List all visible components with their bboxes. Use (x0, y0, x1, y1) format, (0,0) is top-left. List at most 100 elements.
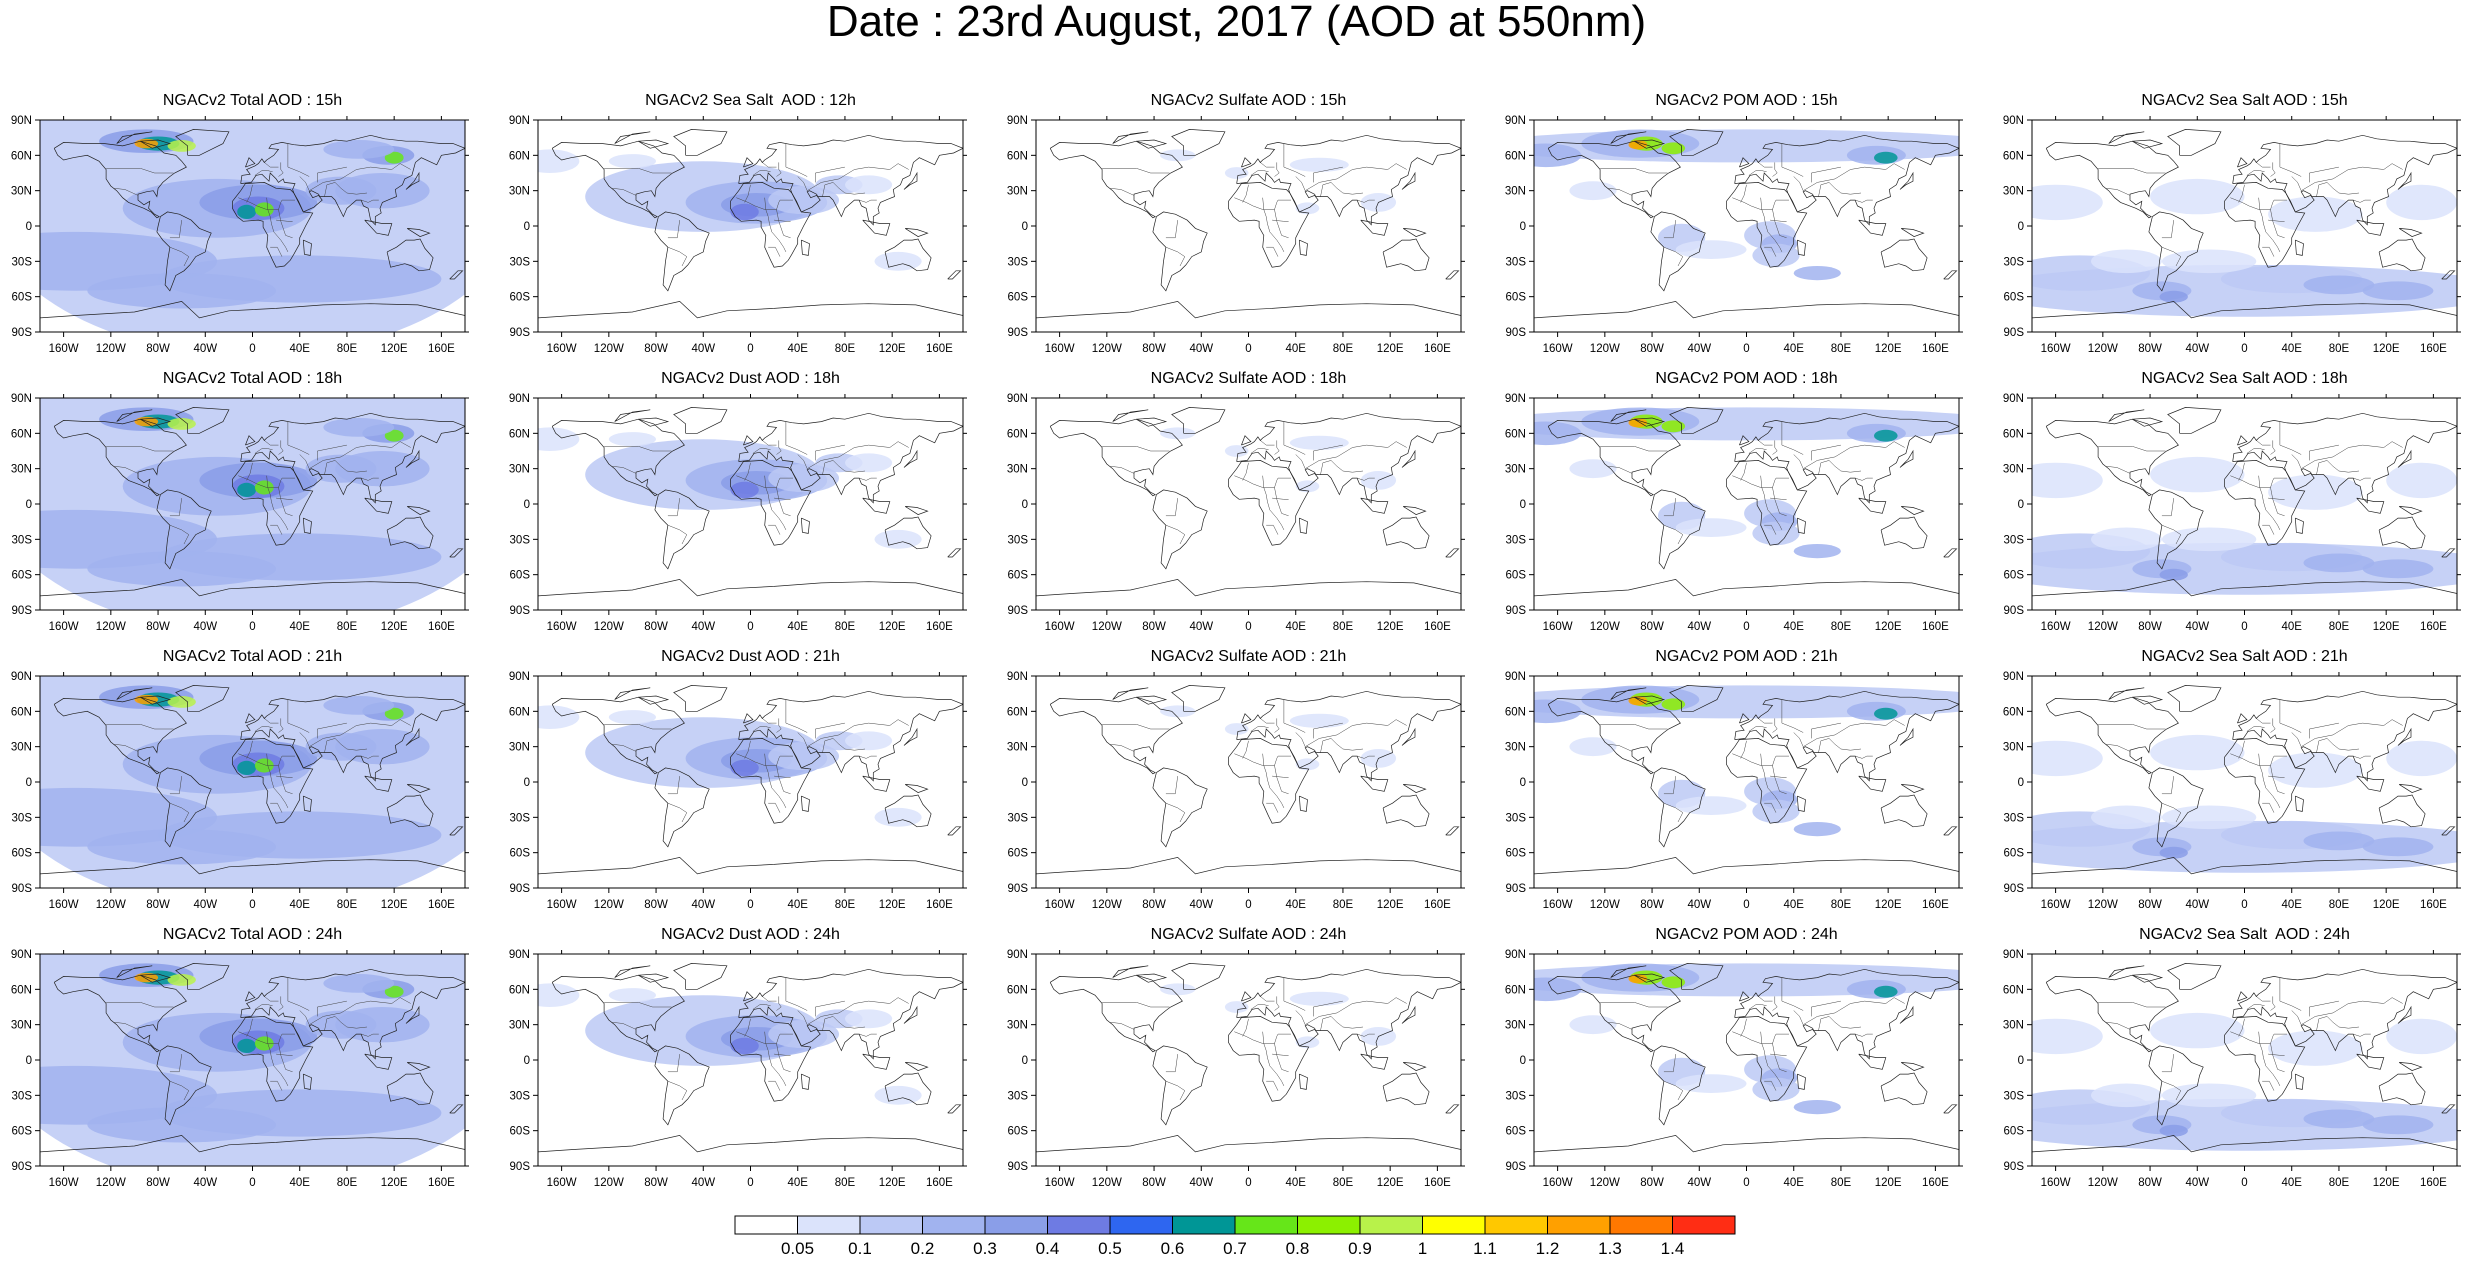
aod-region (1793, 266, 1841, 281)
coastline (2232, 412, 2457, 504)
country-border (2106, 744, 2131, 752)
aod-region (1752, 1077, 1800, 1102)
aod-region (1534, 421, 1582, 446)
lat-tick-label: 0 (1022, 499, 1028, 511)
country-border (1770, 219, 1787, 222)
aod-region (1569, 1015, 1617, 1035)
lon-tick-label: 160W (49, 621, 79, 633)
lon-tick-label: 40W (193, 621, 217, 633)
lat-tick-label: 60S (510, 570, 531, 582)
country-border (169, 246, 190, 267)
lat-tick-label: 30N (1007, 742, 1028, 754)
country-border (768, 802, 781, 813)
lon-tick-label: 160E (1922, 1177, 1949, 1189)
country-border (768, 246, 781, 257)
lat-tick-label: 90N (1505, 949, 1526, 961)
country-border (2270, 996, 2276, 1011)
aod-region (1289, 713, 1349, 728)
lon-tick-label: 80W (1142, 899, 1166, 911)
lon-tick-label: 120W (1092, 899, 1122, 911)
country-border (1855, 1033, 1873, 1037)
coastline (1880, 516, 1928, 550)
country-border (317, 444, 347, 461)
aod-region (2150, 734, 2245, 771)
coastline (1241, 435, 1252, 446)
coastline (947, 826, 962, 836)
country-border (1758, 996, 1773, 1002)
lat-tick-label: 30S (1506, 1090, 1527, 1102)
lon-tick-label: 80W (644, 621, 668, 633)
coastline (2167, 963, 2222, 990)
coastline (1112, 409, 1149, 422)
country-border (1242, 1018, 1249, 1037)
country-border (266, 197, 289, 253)
country-border (774, 219, 791, 222)
map-panel: NGACv2 Dust AOD : 24h 90N 60N 30N 0 30S 60S 90S… (498, 926, 978, 1189)
lon-tick-label: 80W (1142, 343, 1166, 355)
country-border (2279, 421, 2302, 455)
country-border (169, 498, 182, 517)
country-border (1740, 1018, 1747, 1037)
colorbar-swatch (1297, 1215, 1361, 1235)
lon-tick-label: 40W (691, 621, 715, 633)
country-border (2353, 477, 2371, 481)
lat-tick-label: 60S (2004, 570, 2025, 582)
lat-tick-label: 0 (524, 499, 530, 511)
country-border (1770, 775, 1787, 778)
aod-region (323, 418, 395, 437)
lat-tick-label: 30S (12, 1090, 33, 1102)
country-border (276, 775, 293, 778)
country-border (1165, 524, 1186, 545)
country-border (2246, 448, 2265, 454)
country-border (1748, 170, 1767, 176)
coastline (302, 517, 312, 534)
country-border (1260, 718, 1275, 724)
country-border (2353, 1033, 2371, 1037)
aod-shading (538, 983, 922, 1105)
lat-tick-label: 30N (11, 186, 32, 198)
country-border (776, 718, 782, 733)
country-border (317, 1000, 347, 1017)
country-border (1357, 477, 1375, 481)
country-border (1102, 446, 1170, 452)
coastline (175, 963, 230, 990)
coastline (730, 1016, 812, 1102)
coastline (2045, 696, 2179, 775)
lat-tick-label: 0 (2018, 1055, 2024, 1067)
country-border (2279, 143, 2302, 177)
aod-region (2303, 553, 2375, 573)
lon-tick-label: 0 (1743, 899, 1749, 911)
aod-region (538, 705, 580, 729)
lat-tick-label: 90N (2003, 671, 2024, 683)
country-border (1811, 444, 1841, 461)
aod-region (2362, 281, 2434, 301)
aod-region (538, 983, 580, 1007)
country-border (785, 421, 808, 455)
coastline (538, 301, 963, 319)
aod-region (1661, 698, 1686, 711)
map-frame (1035, 953, 1462, 1167)
country-border (752, 448, 771, 454)
lon-tick-label: 160E (926, 899, 953, 911)
country-border (1760, 475, 1783, 531)
lat-tick-label: 0 (2018, 777, 2024, 789)
lat-tick-label: 90N (1007, 393, 1028, 405)
lat-tick-label: 30N (1007, 186, 1028, 198)
country-border (1600, 446, 1668, 452)
lat-tick-label: 90S (1506, 883, 1527, 895)
lon-tick-label: 40E (787, 899, 808, 911)
lat-tick-label: 90N (509, 393, 530, 405)
lon-tick-label: 160W (2041, 1177, 2071, 1189)
lon-tick-label: 120W (594, 343, 624, 355)
lon-tick-label: 40E (2281, 1177, 2302, 1189)
country-border (1748, 448, 1767, 454)
country-border (822, 182, 866, 197)
lon-tick-label: 120E (1377, 899, 1404, 911)
coastline (905, 506, 929, 515)
lon-tick-label: 80E (2329, 899, 2350, 911)
lon-tick-label: 120E (381, 621, 408, 633)
country-border (822, 460, 866, 475)
country-border (774, 775, 791, 778)
lon-tick-label: 0 (1743, 1177, 1749, 1189)
coastline (800, 1073, 810, 1090)
